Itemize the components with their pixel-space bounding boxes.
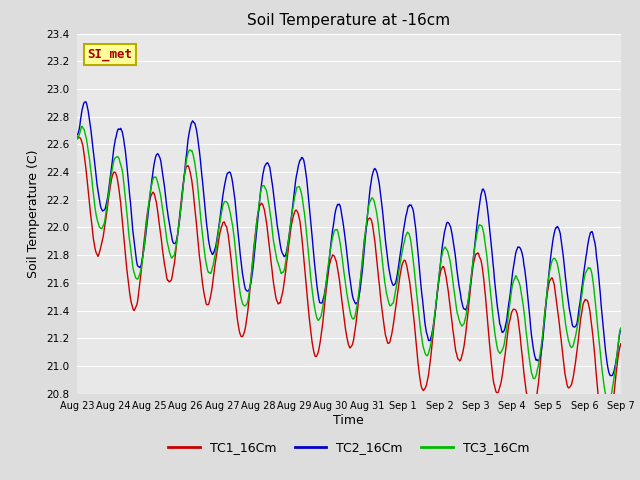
Legend: TC1_16Cm, TC2_16Cm, TC3_16Cm: TC1_16Cm, TC2_16Cm, TC3_16Cm [163, 436, 534, 459]
Title: Soil Temperature at -16cm: Soil Temperature at -16cm [247, 13, 451, 28]
Text: SI_met: SI_met [88, 48, 132, 61]
X-axis label: Time: Time [333, 414, 364, 427]
Y-axis label: Soil Temperature (C): Soil Temperature (C) [28, 149, 40, 278]
